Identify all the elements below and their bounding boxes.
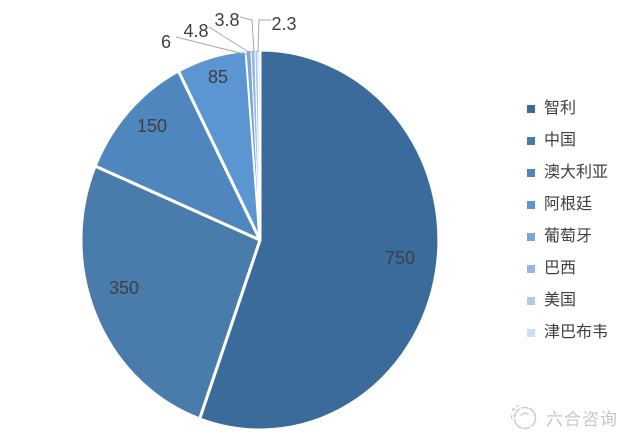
pie-slice-2 <box>93 69 262 242</box>
leader-line-4 <box>175 36 249 56</box>
legend-item-2: 澳大利亚 <box>527 163 608 182</box>
legend-label-6: 美国 <box>544 291 577 309</box>
slice-label-3: 85 <box>208 67 228 87</box>
liuhe-logo-icon <box>510 404 537 430</box>
legend-label-7: 津巴布韦 <box>544 323 609 341</box>
slice-label-4: 6 <box>161 32 171 52</box>
legend-item-6: 美国 <box>527 291 608 310</box>
pie-slice-1 <box>79 164 262 421</box>
legend-label-5: 巴西 <box>544 259 577 277</box>
legend-item-7: 津巴布韦 <box>527 323 608 342</box>
slice-label-6: 3.8 <box>214 10 239 30</box>
legend-marker-7 <box>527 328 535 337</box>
legend-marker-2 <box>527 168 535 177</box>
slice-label-5: 4.8 <box>183 21 208 41</box>
pie-slice-0 <box>198 48 441 432</box>
legend-label-3: 阿根廷 <box>544 195 593 213</box>
watermark: 六合咨询 <box>509 401 618 433</box>
legend-item-5: 巴西 <box>527 259 608 278</box>
legend-marker-0 <box>527 104 535 113</box>
legend-marker-6 <box>527 296 535 305</box>
slice-label-7: 2.3 <box>271 14 296 34</box>
leader-line-6 <box>239 16 255 53</box>
legend-item-3: 阿根廷 <box>527 195 608 214</box>
legend-label-4: 葡萄牙 <box>544 227 593 245</box>
leader-line-5 <box>208 26 251 54</box>
legend-item-1: 中国 <box>527 131 608 150</box>
legend-marker-3 <box>527 200 535 209</box>
slice-label-0: 750 <box>385 248 415 268</box>
legend-label-2: 澳大利亚 <box>544 163 609 181</box>
legend-marker-1 <box>527 136 535 145</box>
legend-marker-4 <box>527 232 535 241</box>
legend-label-1: 中国 <box>544 131 577 149</box>
legend-marker-5 <box>527 264 535 273</box>
leader-line-7 <box>257 19 271 53</box>
slice-label-1: 350 <box>109 278 139 298</box>
legend-label-0: 智利 <box>544 99 577 117</box>
slice-label-2: 150 <box>137 116 167 136</box>
legend-item-4: 葡萄牙 <box>527 227 608 246</box>
watermark-text: 六合咨询 <box>546 409 618 429</box>
legend: 智利中国澳大利亚阿根廷葡萄牙巴西美国津巴布韦 <box>527 99 608 342</box>
legend-item-0: 智利 <box>527 99 608 118</box>
